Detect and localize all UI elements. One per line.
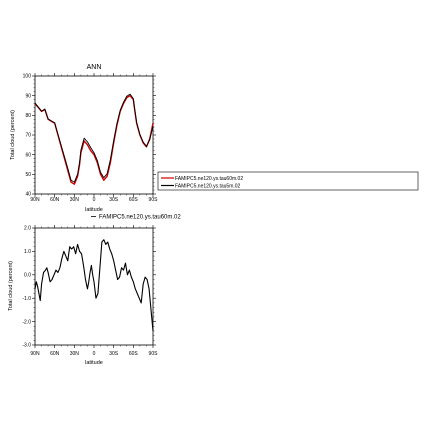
chart2-y-tick-labels: -3.0 -2.0 -1.0 0.0 1.0 2.0 <box>22 226 31 349</box>
chart2-ytick-label: 2.0 <box>24 226 31 232</box>
chart2-xtick-label: 0 <box>93 351 96 357</box>
chart2-ytick-label: 0.0 <box>24 273 31 279</box>
chart1-ytick-label: 100 <box>23 74 32 80</box>
chart1-ytick-label: 40 <box>25 192 31 198</box>
chart2-xtick-label: 30N <box>70 351 80 357</box>
chart1-xtick-label: 30N <box>70 197 80 203</box>
chart1-ytick-label: 50 <box>25 172 31 178</box>
legend-box <box>157 171 419 191</box>
chart1-y-tick-labels: 40 50 60 70 80 90 100 <box>23 74 32 198</box>
chart2-subtitle-label: FAMIPC5.ne120.ys.tau60m.02 <box>99 215 181 221</box>
chart1-series-line-1 <box>34 94 154 185</box>
chart1-ytick-label: 70 <box>25 133 31 139</box>
chart2-x-tick-labels: 90N 60N 30N 0 30S 60S 90S <box>30 351 158 357</box>
legend-label-series1: FAMIPC5.ne120.ys.tau60m.02 <box>175 176 243 182</box>
chart2-ytick-label: -3.0 <box>22 343 31 349</box>
chart2-xtick-label: 90S <box>149 351 159 357</box>
chart2-frame <box>34 227 154 346</box>
chart2-xtick-label: 90N <box>30 351 40 357</box>
chart1-legend: FAMIPC5.ne120.ys.tau60m.02 FAMIPC5.ne120… <box>157 171 419 191</box>
chart2-subtitle: FAMIPC5.ne120.ys.tau60m.02 <box>91 215 181 221</box>
chart2-ticks <box>32 225 156 348</box>
chart2-ytick-label: -2.0 <box>22 319 31 325</box>
chart2-series-line-1 <box>34 239 154 332</box>
chart1-xtick-label: 90N <box>30 197 40 203</box>
chart1-ytick-label: 90 <box>25 93 31 99</box>
chart1-y-axis-label: Total cloud (percent) <box>10 110 16 160</box>
chart2-xtick-label: 60N <box>50 351 60 357</box>
chart1-series-group <box>34 93 154 185</box>
chart1-ticks <box>32 73 156 197</box>
chart2-series-group <box>34 239 154 332</box>
chart1-series-line-2 <box>34 93 154 183</box>
chart2-plot-area <box>32 225 156 348</box>
chart1-plot-area <box>32 73 156 197</box>
chart1-x-tick-labels: 90N 60N 30N 0 30S 60S 90S <box>30 197 158 203</box>
chart2-ytick-label: -1.0 <box>22 296 31 302</box>
chart2-x-axis-label: latitude <box>85 360 103 366</box>
chart2-ytick-label: 1.0 <box>24 249 31 255</box>
chart1-ytick-label: 60 <box>25 152 31 158</box>
chart1-xtick-label: 60N <box>50 197 60 203</box>
chart1-title: ANN <box>87 64 102 71</box>
chart1-xtick-label: 30S <box>109 197 119 203</box>
chart1-xtick-label: 90S <box>149 197 159 203</box>
chart2-xtick-label: 30S <box>109 351 119 357</box>
chart1-ytick-label: 80 <box>25 113 31 119</box>
chart1-xtick-label: 60S <box>129 197 139 203</box>
chart2-xtick-label: 60S <box>129 351 139 357</box>
chart1-frame <box>34 75 154 195</box>
chart1-xtick-label: 0 <box>93 197 96 203</box>
chart1-x-axis-label: latitude <box>85 207 103 213</box>
legend-label-series2: FAMIPC5.ne120.ys.tau5m.02 <box>175 184 241 190</box>
chart2-y-axis-label: Total cloud (percent) <box>8 261 14 311</box>
